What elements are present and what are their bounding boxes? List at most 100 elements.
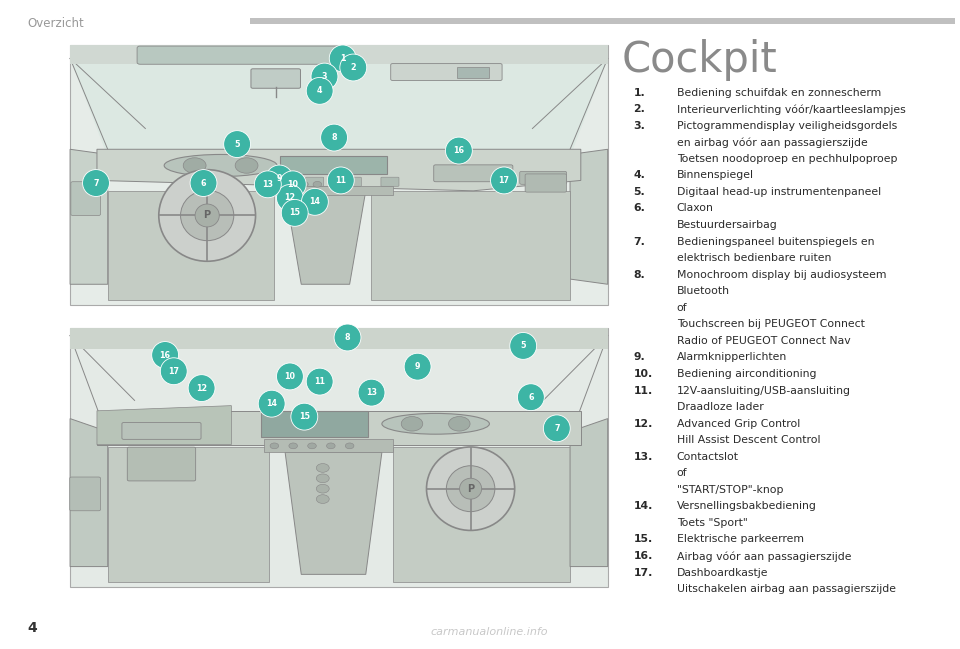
Polygon shape: [97, 411, 581, 445]
Text: Contactslot: Contactslot: [677, 452, 739, 461]
Text: 7: 7: [93, 178, 99, 188]
Text: Versnellingsbakbediening: Versnellingsbakbediening: [677, 501, 817, 511]
FancyBboxPatch shape: [122, 422, 201, 439]
Text: P: P: [467, 484, 474, 494]
Ellipse shape: [276, 184, 303, 212]
Ellipse shape: [164, 154, 277, 177]
Ellipse shape: [281, 199, 308, 227]
Text: 11: 11: [335, 176, 347, 185]
Circle shape: [270, 443, 278, 448]
Text: 15.: 15.: [634, 534, 653, 545]
Ellipse shape: [180, 190, 234, 241]
Ellipse shape: [358, 379, 385, 406]
Circle shape: [448, 417, 470, 431]
FancyBboxPatch shape: [71, 182, 101, 215]
Text: Alarmknipperlichten: Alarmknipperlichten: [677, 352, 787, 362]
Ellipse shape: [276, 363, 303, 390]
FancyBboxPatch shape: [279, 156, 387, 174]
FancyBboxPatch shape: [70, 45, 608, 64]
Circle shape: [289, 443, 298, 448]
Text: Bedieningspaneel buitenspiegels en: Bedieningspaneel buitenspiegels en: [677, 236, 875, 247]
Ellipse shape: [517, 384, 544, 411]
Text: 14.: 14.: [634, 501, 653, 511]
FancyBboxPatch shape: [457, 67, 490, 78]
Text: 4: 4: [317, 86, 323, 95]
Ellipse shape: [291, 403, 318, 430]
FancyBboxPatch shape: [525, 174, 566, 192]
Circle shape: [183, 158, 206, 173]
Polygon shape: [393, 447, 570, 582]
Text: of: of: [677, 468, 687, 478]
FancyBboxPatch shape: [268, 177, 286, 186]
Polygon shape: [70, 58, 608, 157]
FancyBboxPatch shape: [391, 64, 502, 80]
Text: 12.: 12.: [634, 419, 653, 428]
Text: Advanced Grip Control: Advanced Grip Control: [677, 419, 800, 428]
Text: 7: 7: [554, 424, 560, 433]
FancyBboxPatch shape: [261, 411, 369, 437]
Text: 3.: 3.: [634, 121, 645, 130]
Text: Interieurverlichting vóór/kaartleeslampjes: Interieurverlichting vóór/kaartleeslampj…: [677, 104, 905, 115]
Text: 7.: 7.: [634, 236, 645, 247]
Text: 1: 1: [340, 54, 346, 63]
Text: 6.: 6.: [634, 203, 645, 214]
FancyBboxPatch shape: [251, 69, 300, 88]
Circle shape: [272, 182, 280, 187]
Ellipse shape: [426, 447, 515, 530]
Text: 11: 11: [314, 377, 325, 386]
Text: Claxon: Claxon: [677, 203, 713, 214]
Polygon shape: [70, 419, 108, 567]
Ellipse shape: [301, 188, 328, 215]
Ellipse shape: [445, 137, 472, 164]
FancyBboxPatch shape: [70, 477, 101, 511]
Text: 1.: 1.: [634, 88, 645, 97]
Text: 3: 3: [322, 72, 327, 81]
Text: Overzicht: Overzicht: [27, 17, 84, 30]
Text: Bluetooth: Bluetooth: [677, 286, 730, 296]
Ellipse shape: [254, 171, 281, 198]
Text: 10: 10: [284, 372, 296, 381]
Text: 4: 4: [27, 620, 36, 635]
Text: Toets "Sport": Toets "Sport": [677, 518, 748, 528]
Text: 17: 17: [498, 176, 510, 185]
Text: 2.: 2.: [634, 104, 645, 114]
Circle shape: [316, 495, 329, 504]
Ellipse shape: [327, 167, 354, 194]
Text: 13: 13: [366, 388, 377, 397]
Ellipse shape: [266, 165, 293, 192]
FancyBboxPatch shape: [70, 45, 608, 305]
Text: 15: 15: [289, 208, 300, 217]
Text: Binnenspiegel: Binnenspiegel: [677, 170, 754, 180]
Circle shape: [313, 182, 322, 187]
Text: 5: 5: [234, 140, 240, 149]
Ellipse shape: [510, 332, 537, 360]
Text: of: of: [677, 302, 687, 313]
FancyBboxPatch shape: [250, 18, 955, 24]
Ellipse shape: [321, 124, 348, 151]
Text: 13.: 13.: [634, 452, 653, 461]
Polygon shape: [285, 191, 366, 284]
Circle shape: [326, 443, 335, 448]
FancyBboxPatch shape: [344, 177, 361, 186]
Ellipse shape: [311, 63, 338, 90]
Text: "START/STOP"-knop: "START/STOP"-knop: [677, 485, 783, 495]
Polygon shape: [285, 452, 382, 574]
Text: Toetsen noodoproep en pechhulpoproep: Toetsen noodoproep en pechhulpoproep: [677, 154, 898, 164]
Ellipse shape: [224, 130, 251, 158]
Text: 2: 2: [350, 63, 356, 72]
Circle shape: [308, 443, 316, 448]
Polygon shape: [570, 419, 608, 567]
FancyBboxPatch shape: [70, 328, 608, 587]
Text: Elektrische parkeerrem: Elektrische parkeerrem: [677, 534, 804, 545]
Text: 17.: 17.: [634, 567, 653, 578]
FancyBboxPatch shape: [434, 165, 513, 182]
Text: 6: 6: [201, 178, 206, 188]
Ellipse shape: [491, 167, 517, 194]
Polygon shape: [70, 149, 108, 284]
Ellipse shape: [446, 466, 494, 511]
Text: Monochroom display bij audiosysteem: Monochroom display bij audiosysteem: [677, 269, 886, 280]
Circle shape: [235, 158, 258, 173]
Ellipse shape: [382, 413, 490, 434]
FancyBboxPatch shape: [128, 447, 196, 481]
Text: Digitaal head-up instrumentenpaneel: Digitaal head-up instrumentenpaneel: [677, 187, 881, 197]
